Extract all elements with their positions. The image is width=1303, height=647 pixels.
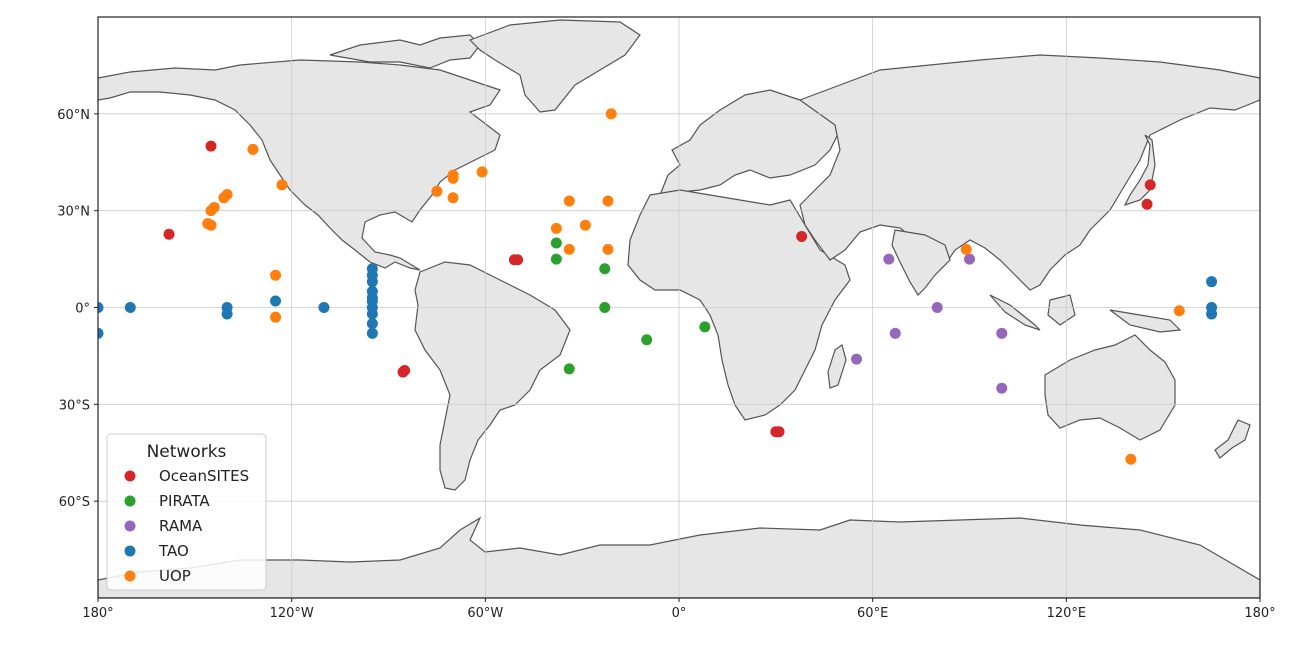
station-point <box>996 327 1008 339</box>
station-point <box>602 243 614 255</box>
station-point <box>218 192 230 204</box>
x-tick-label: 180° <box>1244 606 1275 621</box>
station-point <box>699 321 711 333</box>
station-point <box>205 205 217 217</box>
station-point <box>1206 276 1218 288</box>
station-point <box>270 295 282 307</box>
land-greenland <box>468 19 641 113</box>
axis-ticks: 180° 120°W 60°W 0° 60°E 120°E 180° 60°N 30°N 0° 30… <box>57 108 1275 621</box>
land-madagascar <box>827 344 847 389</box>
station-point <box>163 228 175 240</box>
station-point <box>447 192 459 204</box>
station-point <box>641 334 653 346</box>
station-point <box>599 302 611 313</box>
station-point <box>98 302 104 313</box>
x-tick-label: 60°E <box>857 606 888 621</box>
land-australia <box>1044 334 1176 441</box>
station-point <box>602 195 614 207</box>
legend-label: PIRATA <box>159 492 210 510</box>
station-point <box>270 269 282 281</box>
station-point <box>318 302 330 313</box>
station-point <box>397 366 409 378</box>
station-point <box>931 302 943 313</box>
station-point <box>247 143 259 155</box>
legend-title: Networks <box>147 442 227 462</box>
station-point <box>270 311 282 323</box>
station-point <box>889 327 901 339</box>
station-point <box>1125 453 1137 465</box>
legend-marker <box>124 470 136 482</box>
station-point <box>599 263 611 275</box>
station-point <box>221 308 233 320</box>
station-point <box>1206 308 1218 320</box>
station-point <box>366 327 378 339</box>
legend: Networks OceanSITES PIRATA RAMA TAO UOP <box>106 433 267 591</box>
y-tick-label: 30°S <box>59 398 90 413</box>
station-point <box>550 237 562 249</box>
series-rama <box>851 253 1008 394</box>
land-north-america <box>98 59 501 271</box>
legend-marker <box>124 570 136 582</box>
series-oceansites <box>163 140 1156 438</box>
station-point <box>1141 198 1153 210</box>
legend-label: UOP <box>159 567 191 585</box>
station-point <box>550 253 562 265</box>
station-point <box>996 382 1008 394</box>
land-south-america <box>414 261 571 491</box>
station-point <box>124 302 136 313</box>
station-point <box>476 166 488 178</box>
station-point <box>205 140 217 152</box>
x-tick-label: 120°E <box>1047 606 1087 621</box>
x-tick-label: 120°W <box>270 606 314 621</box>
station-point <box>1173 305 1185 317</box>
legend-label: OceanSITES <box>159 467 249 485</box>
x-tick-label: 0° <box>672 606 687 621</box>
station-point <box>447 169 459 181</box>
y-tick-label: 60°S <box>59 495 90 510</box>
legend-label: RAMA <box>159 517 203 535</box>
station-point <box>512 254 524 266</box>
station-point <box>1144 179 1156 191</box>
series-uop <box>202 108 1185 465</box>
land-masses <box>98 19 1260 598</box>
graticule <box>98 17 1260 598</box>
land-india <box>891 229 951 296</box>
station-point <box>851 353 863 365</box>
station-point <box>366 276 378 288</box>
station-point <box>964 253 975 265</box>
station-point <box>563 243 575 255</box>
land-new-zealand <box>1214 419 1251 459</box>
y-tick-label: 30°N <box>57 205 90 220</box>
y-tick-label: 60°N <box>57 108 90 123</box>
series-pirata <box>550 237 711 375</box>
station-point <box>773 426 785 438</box>
legend-marker <box>124 545 136 557</box>
station-point <box>550 222 562 234</box>
y-tick-label: 0° <box>75 302 90 317</box>
station-point <box>98 327 104 339</box>
station-point <box>366 308 378 320</box>
legend-marker <box>124 495 136 507</box>
station-points <box>98 108 1218 465</box>
station-point <box>366 318 378 330</box>
station-point <box>796 230 808 242</box>
x-tick-label: 60°W <box>467 606 503 621</box>
station-point <box>579 219 591 231</box>
station-point <box>605 108 617 120</box>
x-tick-label: 180° <box>82 606 113 621</box>
legend-box <box>106 433 267 591</box>
station-point <box>883 253 895 265</box>
station-point <box>960 243 972 255</box>
land-africa <box>627 189 851 421</box>
station-point <box>563 195 575 207</box>
station-point <box>276 179 288 191</box>
legend-label: TAO <box>158 542 189 560</box>
station-point <box>205 219 217 231</box>
station-point <box>431 185 443 197</box>
series-tao <box>98 263 1218 339</box>
legend-marker <box>124 520 136 532</box>
station-point <box>563 363 575 375</box>
